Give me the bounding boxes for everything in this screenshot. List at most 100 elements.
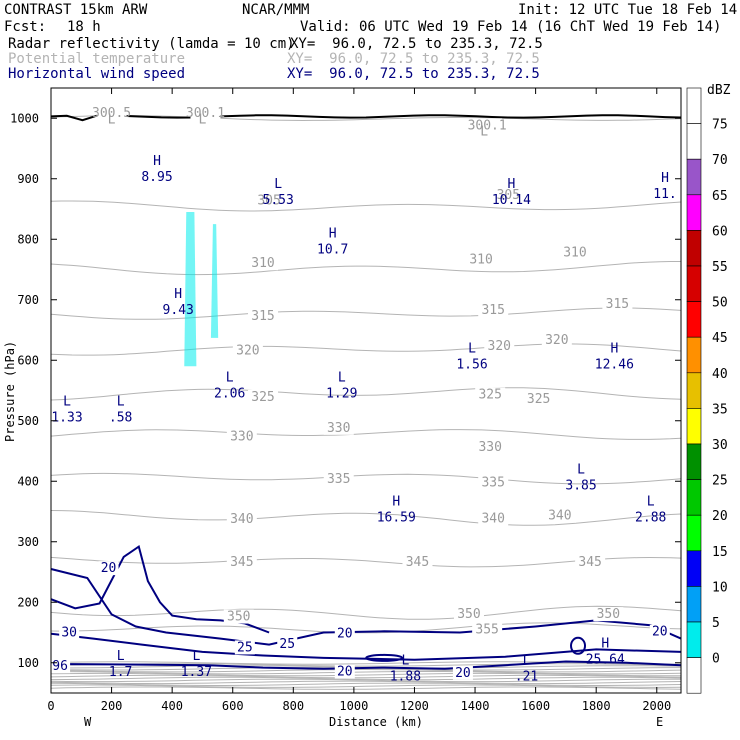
theta-label-bg-20 bbox=[541, 333, 572, 348]
theta-contour-325 bbox=[50, 387, 682, 401]
wind-extremum-value-11: 1.29 bbox=[326, 386, 357, 401]
wind-extremum-kind-5: H bbox=[392, 494, 400, 509]
theta-contour-335 bbox=[50, 472, 682, 485]
wind-contour-label-3: 25 bbox=[237, 640, 253, 655]
theta-contour-305 bbox=[50, 200, 682, 212]
theta-label-bg-27 bbox=[254, 193, 285, 208]
wind-extremum-kind-19: H bbox=[153, 154, 161, 169]
wind-extremum-value-5: 16.59 bbox=[377, 510, 416, 525]
theta-label-bg-8 bbox=[478, 511, 509, 526]
wind-extremum-kind-7: L bbox=[577, 462, 585, 477]
y-tick-label-7: 800 bbox=[17, 232, 39, 246]
wind-speed-contours bbox=[50, 114, 682, 670]
center-name: NCAR/MMM bbox=[242, 2, 310, 18]
colorbar-label-4: 20 bbox=[712, 509, 728, 524]
reflectivity-cell-1 bbox=[210, 224, 219, 338]
theta-label-18: 320 bbox=[236, 343, 259, 358]
theta-label-8: 340 bbox=[481, 512, 504, 527]
theta-label-13: 330 bbox=[327, 421, 350, 436]
theta-label-4: 345 bbox=[230, 555, 253, 570]
theta-label-9: 340 bbox=[548, 509, 571, 524]
y-tick-label-8: 900 bbox=[17, 172, 39, 186]
theta-label-bg-0 bbox=[223, 609, 254, 624]
y-tick-label-3: 400 bbox=[17, 474, 39, 488]
theta-label-7: 340 bbox=[230, 512, 253, 527]
colorbar-label-10: 50 bbox=[712, 296, 728, 311]
x-tick-label-1: 200 bbox=[101, 699, 123, 713]
wind-extremum-value-14: 9.43 bbox=[163, 303, 194, 318]
y-axis-label: Pressure (hPa) bbox=[3, 341, 17, 442]
wind-extremum-kind-18: H bbox=[661, 171, 669, 186]
theta-label-bg-7 bbox=[226, 512, 257, 527]
colorbar-label-6: 30 bbox=[712, 438, 728, 453]
reflectivity-cell-0 bbox=[184, 212, 197, 367]
wind-contour-label-4: 25 bbox=[279, 637, 295, 652]
wind-extremum-value-9: .58 bbox=[109, 411, 132, 426]
theta-contour-355 bbox=[50, 622, 682, 634]
wind-extremum-kind-9: L bbox=[117, 395, 125, 410]
theta-label-bg-10 bbox=[323, 472, 354, 487]
colorbar-label-7: 35 bbox=[712, 402, 728, 417]
theta-extremum-0: L bbox=[108, 112, 116, 127]
theta-strato-8 bbox=[50, 671, 682, 675]
wind-extremum-value-19: 8.95 bbox=[141, 170, 172, 185]
theta-strato-3 bbox=[50, 680, 682, 685]
wind-extremum-kind-4: H bbox=[601, 637, 609, 652]
theta-label-26: 310 bbox=[563, 245, 586, 260]
theta-label-30: 300.1 bbox=[186, 106, 225, 121]
theta-label-bg-26 bbox=[559, 245, 590, 260]
field-3-xy: XY= 96.0, 72.5 to 235.3, 72.5 bbox=[287, 66, 540, 82]
wind-extremum-value-15: 10.7 bbox=[317, 242, 348, 257]
wind-extremum-kind-3: L bbox=[523, 654, 531, 669]
colorbar-segment-12 bbox=[686, 514, 702, 552]
wind-contour-label-1: 20 bbox=[337, 665, 353, 680]
wind-extremum-value-0: 1.7 bbox=[109, 665, 132, 680]
west-label: W bbox=[84, 715, 92, 729]
theta-label-bg-19 bbox=[484, 339, 515, 354]
theta-strato-4 bbox=[50, 678, 681, 683]
theta-contour-330 bbox=[50, 429, 682, 440]
theta-label-bg-31 bbox=[472, 118, 503, 133]
wind-extremum-value-16: 5.53 bbox=[263, 193, 294, 208]
reflectivity-colorbar: 0 5 10 15 20 25 30 35 40 45 50 55 60 65 70 75 bbox=[686, 87, 728, 694]
colorbar-segment-9 bbox=[686, 408, 702, 445]
wind-extremum-kind-2: L bbox=[401, 654, 409, 669]
field-2-name: Potential temperature bbox=[8, 51, 186, 67]
fcst-label: Fcst: bbox=[4, 19, 47, 35]
theta-label-bg-13 bbox=[323, 420, 354, 435]
theta-label-bg-18 bbox=[232, 343, 263, 358]
theta-label-21: 315 bbox=[251, 309, 274, 324]
wind-contour-label-8: 20 bbox=[652, 625, 668, 640]
theta-label-24: 310 bbox=[251, 256, 274, 271]
y-tick-label-1: 200 bbox=[17, 595, 39, 609]
x-tick-label-5: 1000 bbox=[339, 699, 368, 713]
theta-contour-340 bbox=[50, 510, 682, 526]
colorbar-segment-5 bbox=[686, 265, 702, 302]
colorbar-label-14: 70 bbox=[712, 153, 728, 168]
wind-contour-1 bbox=[50, 632, 682, 661]
wind-extremum-kind-12: L bbox=[468, 341, 476, 356]
init-time: Init: 12 UTC Tue 18 Feb 14 bbox=[518, 2, 738, 18]
wind-extremum-kind-15: H bbox=[329, 226, 337, 241]
theta-label-bg-5 bbox=[402, 555, 433, 570]
plot-header: CONTRAST 15km ARW NCAR/MMM Init: 12 UTC … bbox=[0, 0, 740, 84]
theta-strato-1 bbox=[50, 684, 682, 688]
theta-extremum-2: L bbox=[480, 124, 488, 139]
wind-extremum-kind-8: L bbox=[63, 395, 71, 410]
theta-label-10: 335 bbox=[327, 472, 350, 487]
theta-label-25: 310 bbox=[469, 253, 492, 268]
theta-label-bg-1 bbox=[472, 622, 503, 637]
theta-label-bg-3 bbox=[593, 607, 624, 622]
colorbar-label-11: 55 bbox=[712, 260, 728, 275]
theta-label-1: 355 bbox=[475, 622, 498, 637]
theta-label-bg-21 bbox=[248, 308, 279, 323]
theta-label-bg-17 bbox=[523, 391, 554, 406]
theta-label-bg-11 bbox=[478, 475, 509, 490]
colorbar-segment-1 bbox=[686, 123, 702, 160]
theta-label-bg-15 bbox=[248, 389, 279, 404]
theta-label-5: 345 bbox=[406, 555, 429, 570]
wind-extremum-value-2: 1.88 bbox=[390, 670, 421, 685]
potential-temperature-contours bbox=[50, 114, 682, 690]
